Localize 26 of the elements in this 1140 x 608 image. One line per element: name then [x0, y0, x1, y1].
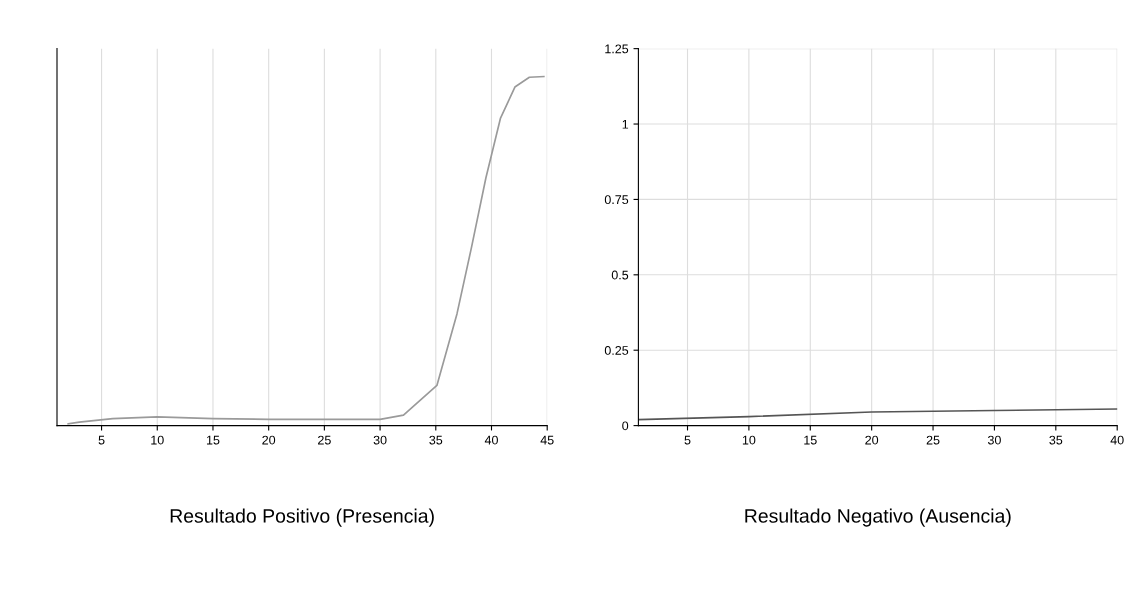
x-tick-label: 25: [926, 435, 940, 445]
x-tick-label: 10: [742, 435, 756, 445]
text: Resultado Negativo (Ausencia): [745, 508, 1011, 527]
x-tick-label: 30: [987, 435, 1001, 445]
x-tick-label: 45: [540, 435, 554, 445]
x-tick-label: 30: [373, 435, 387, 445]
x-tick-label: 35: [1049, 435, 1063, 445]
y-tick-label: 0: [622, 421, 629, 431]
line-series: [638, 408, 1118, 421]
y-tick-label: 1.25: [605, 44, 629, 54]
x-tick-label: 40: [484, 435, 498, 445]
text: Resultado Positivo (Presencia): [170, 508, 434, 527]
x-tick-label: 5: [98, 435, 105, 445]
x-tick-label: 15: [804, 435, 817, 445]
x-tick-label: 20: [865, 435, 879, 445]
y-tick-label: 0.5: [611, 270, 629, 280]
y-tick-label: 1: [622, 119, 629, 129]
x-tick-label: 35: [429, 435, 443, 445]
x-tick-label: 10: [151, 435, 164, 445]
x-tick-label: 15: [206, 435, 220, 445]
x-tick-label: 5: [684, 435, 691, 445]
x-tick-label: 25: [318, 435, 331, 445]
y-tick-label: 0.25: [604, 346, 629, 355]
x-tick-label: 20: [262, 435, 276, 445]
x-tick-label: 40: [1110, 435, 1124, 445]
y-tick-label: 0.75: [604, 195, 629, 205]
